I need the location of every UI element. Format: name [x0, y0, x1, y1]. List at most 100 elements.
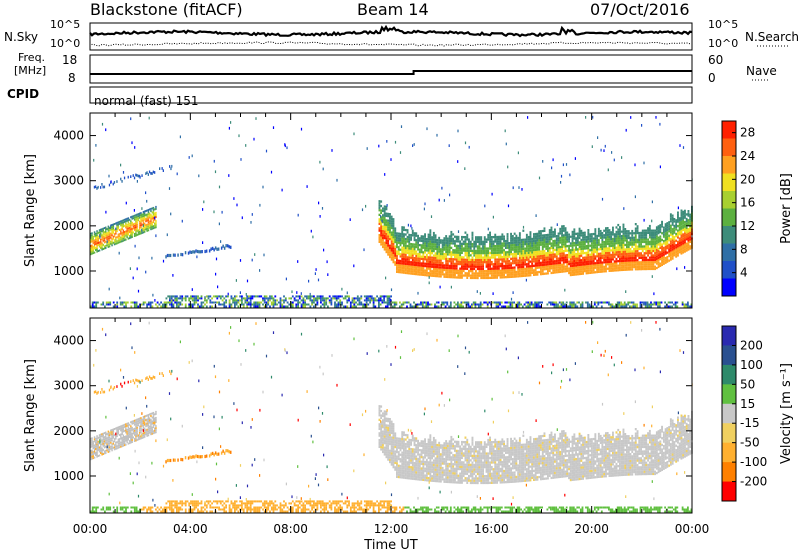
- power-cell: [403, 260, 405, 263]
- power-cell: [102, 301, 105, 304]
- power-cell: [436, 275, 439, 278]
- power-cell: [482, 263, 484, 266]
- power-cell: [476, 265, 479, 268]
- power-cell: [406, 267, 409, 270]
- power-cell: [571, 253, 574, 256]
- power-cell: [118, 233, 121, 236]
- velocity-cell: [111, 431, 113, 434]
- power-cell: [335, 297, 338, 300]
- power-cell: [561, 250, 563, 253]
- power-cell: [332, 297, 335, 300]
- power-cell: [487, 261, 490, 264]
- power-cell: [147, 223, 150, 226]
- power-cell: [575, 232, 577, 235]
- power-cell: [120, 224, 122, 227]
- power-cell: [323, 297, 326, 300]
- power-cell: [116, 305, 119, 308]
- power-cell: [585, 238, 588, 241]
- power-cell: [476, 256, 479, 259]
- power-cell: [118, 222, 121, 225]
- power-cell: [580, 245, 583, 248]
- nsky-tick-top: 10^5: [50, 18, 81, 31]
- power-cell: [664, 241, 667, 244]
- power-cell: [121, 240, 123, 243]
- power-cell: [482, 249, 484, 252]
- power-cell: [638, 243, 641, 246]
- power-cell: [455, 265, 458, 268]
- power-cell: [606, 260, 609, 264]
- power-cell: [597, 232, 600, 235]
- power-cell: [648, 243, 651, 246]
- power-cell: [138, 256, 140, 260]
- power-cell: [545, 240, 548, 244]
- power-cell: [662, 260, 665, 263]
- power-cell: [399, 237, 402, 240]
- power-cell: [603, 261, 606, 264]
- power-cell: [177, 305, 180, 308]
- power-cell: [112, 231, 115, 234]
- power-cell: [675, 226, 678, 229]
- power-cell: [108, 231, 111, 234]
- power-cell: [618, 303, 621, 306]
- power-cell: [446, 264, 449, 267]
- power-cell: [432, 231, 435, 235]
- power-cell: [587, 233, 590, 236]
- power-cell: [573, 250, 576, 254]
- power-cell: [612, 244, 614, 247]
- power-cell: [591, 145, 593, 148]
- power-cell: [480, 254, 483, 257]
- power-cell: [438, 198, 440, 202]
- power-cell: [677, 229, 679, 232]
- power-cell: [592, 255, 595, 258]
- power-cell: [461, 256, 463, 259]
- power-cell: [612, 240, 614, 243]
- power-cell: [442, 301, 445, 304]
- power-cell: [476, 249, 479, 253]
- power-cell: [387, 251, 390, 254]
- power-cell: [486, 305, 489, 308]
- power-cell: [547, 254, 549, 257]
- power-cell: [429, 242, 432, 246]
- power-cell: [522, 243, 525, 246]
- velocity-cell: [92, 455, 94, 458]
- power-cell: [138, 232, 141, 235]
- power-cell: [214, 301, 217, 304]
- power-cell: [510, 275, 512, 278]
- power-cell: [255, 303, 257, 306]
- power-cell: [626, 232, 628, 235]
- power-cell: [111, 228, 113, 231]
- power-cell: [438, 252, 441, 255]
- power-cell: [646, 301, 649, 304]
- power-cell: [441, 261, 444, 265]
- power-cell: [658, 305, 661, 308]
- power-cell: [669, 247, 672, 250]
- power-cell: [382, 234, 384, 237]
- power-cell: [590, 264, 593, 267]
- power-cell: [576, 268, 579, 271]
- power-cell: [99, 234, 101, 238]
- power-cell: [550, 303, 552, 306]
- velocity-cell: [118, 446, 121, 449]
- power-cell: [476, 238, 479, 241]
- power-cell: [571, 237, 574, 240]
- power-cell: [98, 249, 101, 252]
- power-cell: [571, 246, 574, 249]
- power-cell: [638, 236, 641, 239]
- power-cell: [126, 234, 128, 236]
- power-cell: [455, 276, 458, 279]
- power-cell: [518, 232, 521, 235]
- velocity-cell: [97, 436, 99, 439]
- power-cell: [101, 228, 103, 231]
- power-cell: [522, 245, 525, 248]
- power-cell: [580, 270, 583, 273]
- power-cell: [617, 255, 620, 258]
- power-cell: [513, 261, 516, 265]
- power-cell: [392, 245, 395, 248]
- power-cell: [582, 243, 584, 246]
- power-cell: [155, 226, 157, 229]
- power-cell: [518, 250, 521, 253]
- power-cell: [518, 245, 521, 248]
- power-cell: [684, 221, 686, 224]
- power-cell: [190, 297, 192, 300]
- power-cell: [548, 260, 551, 263]
